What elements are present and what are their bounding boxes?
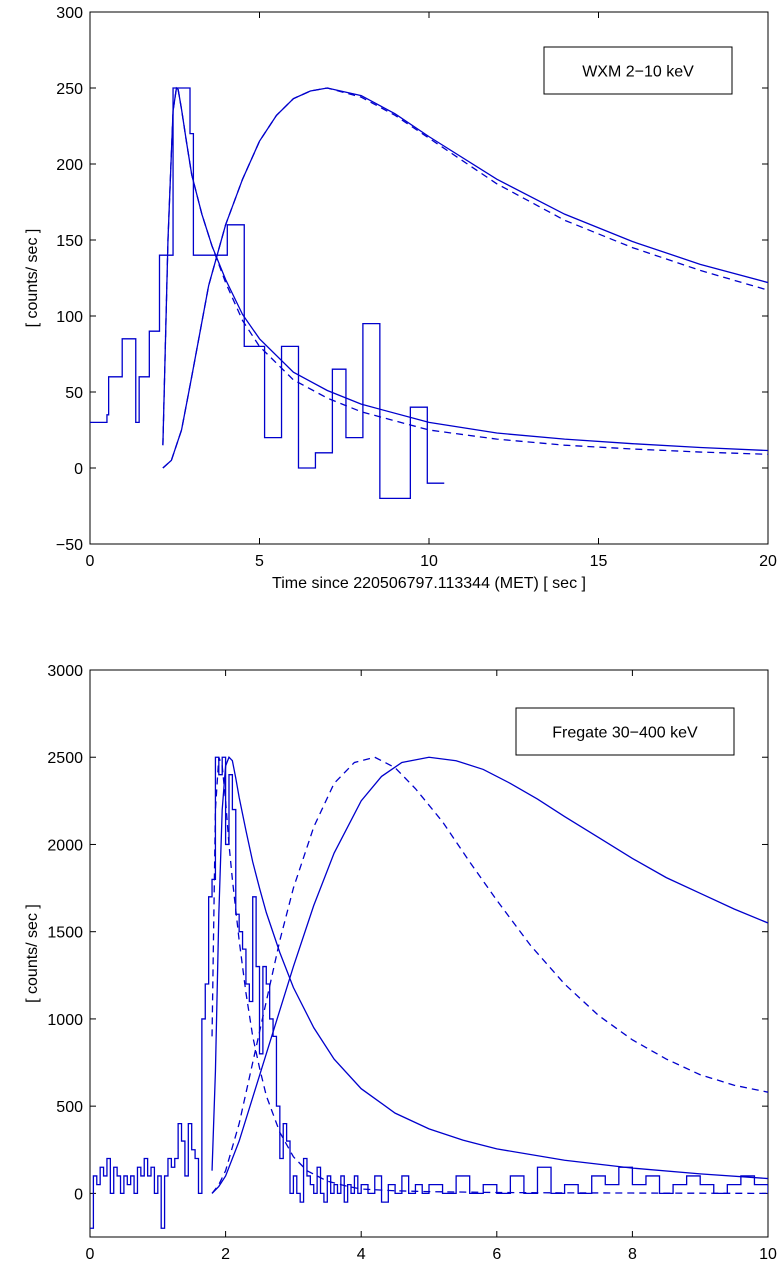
y-tick-label: 2500 bbox=[47, 750, 83, 767]
plot-frame bbox=[89, 669, 769, 1238]
series-3-solid-line bbox=[162, 87, 768, 469]
fregate-light-curve-chart: 0500100015002000250030000246810Time sinc… bbox=[24, 663, 777, 1263]
legend-label: WXM 2−10 keV bbox=[582, 64, 694, 81]
legend-label: Fregate 30−400 keV bbox=[552, 725, 698, 742]
y-tick-label: 2000 bbox=[47, 837, 83, 854]
x-tick-label: 15 bbox=[590, 553, 608, 570]
y-axis-label: [ counts/ sec ] bbox=[24, 904, 41, 1003]
series-4-dashed-line bbox=[162, 87, 768, 469]
x-tick-label: 10 bbox=[759, 1246, 777, 1263]
series-3-solid-line bbox=[211, 756, 768, 1194]
x-tick-label: 2 bbox=[221, 1246, 230, 1263]
x-tick-label: 0 bbox=[86, 553, 95, 570]
y-tick-label: 250 bbox=[56, 81, 83, 98]
x-axis-label: Time since 220506797.113344 (MET) [ sec … bbox=[272, 575, 586, 592]
y-tick-label: 0 bbox=[74, 461, 83, 478]
y-tick-label: 300 bbox=[56, 5, 83, 22]
series-0-step-line bbox=[90, 756, 768, 1229]
x-tick-label: 5 bbox=[255, 553, 264, 570]
y-tick-label: 100 bbox=[56, 309, 83, 326]
x-tick-label: 20 bbox=[759, 553, 777, 570]
series-4-dashed-line bbox=[211, 756, 768, 1194]
x-tick-label: 6 bbox=[492, 1246, 501, 1263]
x-tick-label: 4 bbox=[357, 1246, 366, 1263]
series-2-dashed-line bbox=[211, 756, 768, 1195]
y-tick-label: 1000 bbox=[47, 1012, 83, 1029]
series-1-solid-line bbox=[211, 756, 768, 1180]
series-0-step-line bbox=[90, 87, 445, 500]
y-tick-label: 3000 bbox=[47, 663, 83, 680]
y-tick-label: 50 bbox=[65, 385, 83, 402]
y-tick-label: −50 bbox=[56, 537, 83, 554]
x-tick-label: 8 bbox=[628, 1246, 637, 1263]
legend-box bbox=[543, 46, 733, 95]
legend-box bbox=[515, 707, 735, 756]
y-tick-label: 150 bbox=[56, 233, 83, 250]
y-axis-label: [ counts/ sec ] bbox=[24, 229, 41, 328]
x-tick-label: 10 bbox=[420, 553, 438, 570]
y-tick-label: 500 bbox=[56, 1099, 83, 1116]
x-tick-label: 0 bbox=[86, 1246, 95, 1263]
y-tick-label: 200 bbox=[56, 157, 83, 174]
series-2-dashed-line bbox=[162, 86, 768, 455]
y-tick-label: 0 bbox=[74, 1186, 83, 1203]
y-tick-label: 1500 bbox=[47, 925, 83, 942]
series-1-solid-line bbox=[162, 86, 768, 452]
